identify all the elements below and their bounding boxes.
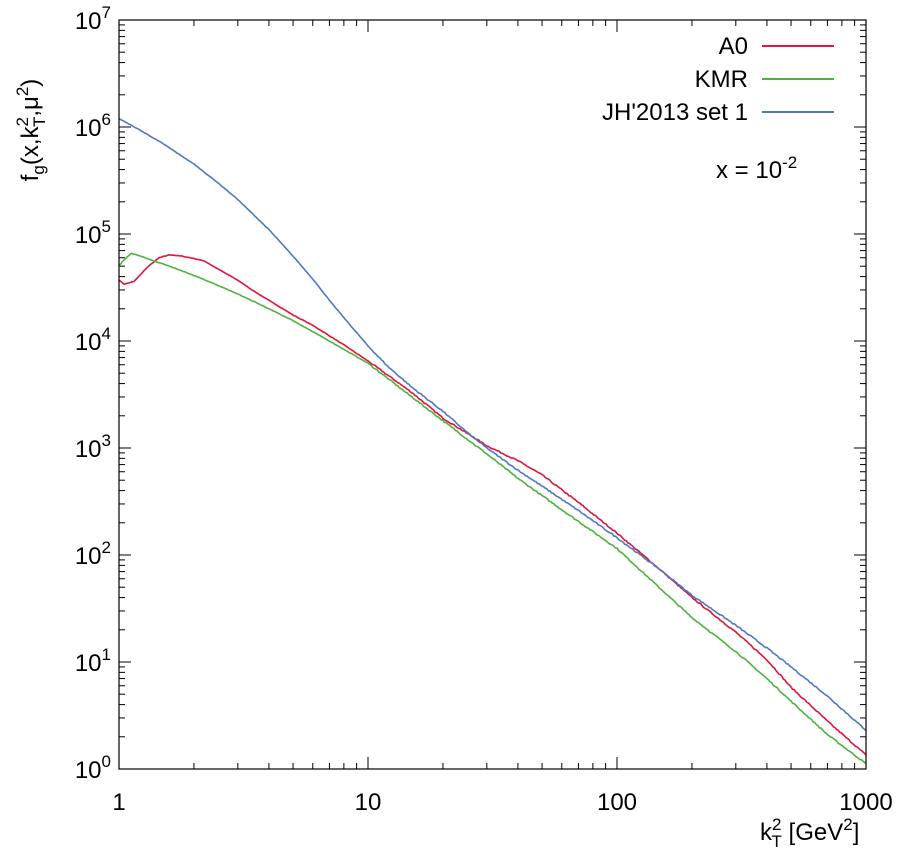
y-axis-title: fg(x,k2T,μ2)	[13, 79, 49, 182]
y-tick-label: 103	[75, 431, 111, 463]
y-tick-labels: 100 101 102 103 104 105 106 107	[75, 3, 111, 784]
y-tick-label: 105	[75, 217, 111, 249]
y-tick-label: 106	[75, 110, 111, 142]
x-tick-label: 1	[112, 789, 125, 816]
legend-label-a0: A0	[719, 33, 748, 60]
y-tick-label: 107	[75, 3, 111, 35]
legend-label-jh2013: JH'2013 set 1	[602, 99, 748, 126]
legend-label-kmr: KMR	[695, 66, 748, 93]
series-layer	[118, 117, 867, 765]
series-line-a0	[118, 254, 867, 756]
x-value-annotation: x = 10-2	[716, 153, 797, 184]
y-tick-label: 102	[75, 538, 111, 570]
x-axis-title: k2 T [GeV2]	[760, 815, 859, 851]
legend: A0 KMR JH'2013 set 1	[602, 33, 834, 126]
series-line-kmr	[118, 252, 867, 765]
x-tick-label: 1000	[839, 789, 892, 816]
x-tick-labels: 1 10 100 1000	[112, 789, 892, 816]
y-tick-label: 101	[75, 645, 111, 677]
y-tick-label: 100	[75, 752, 111, 784]
tick-marks	[118, 19, 866, 770]
series-line-jh2013	[118, 117, 867, 731]
x-tick-label: 100	[597, 789, 637, 816]
x-tick-label: 10	[355, 789, 382, 816]
y-tick-label: 104	[75, 324, 111, 356]
plot-frame	[118, 19, 867, 770]
